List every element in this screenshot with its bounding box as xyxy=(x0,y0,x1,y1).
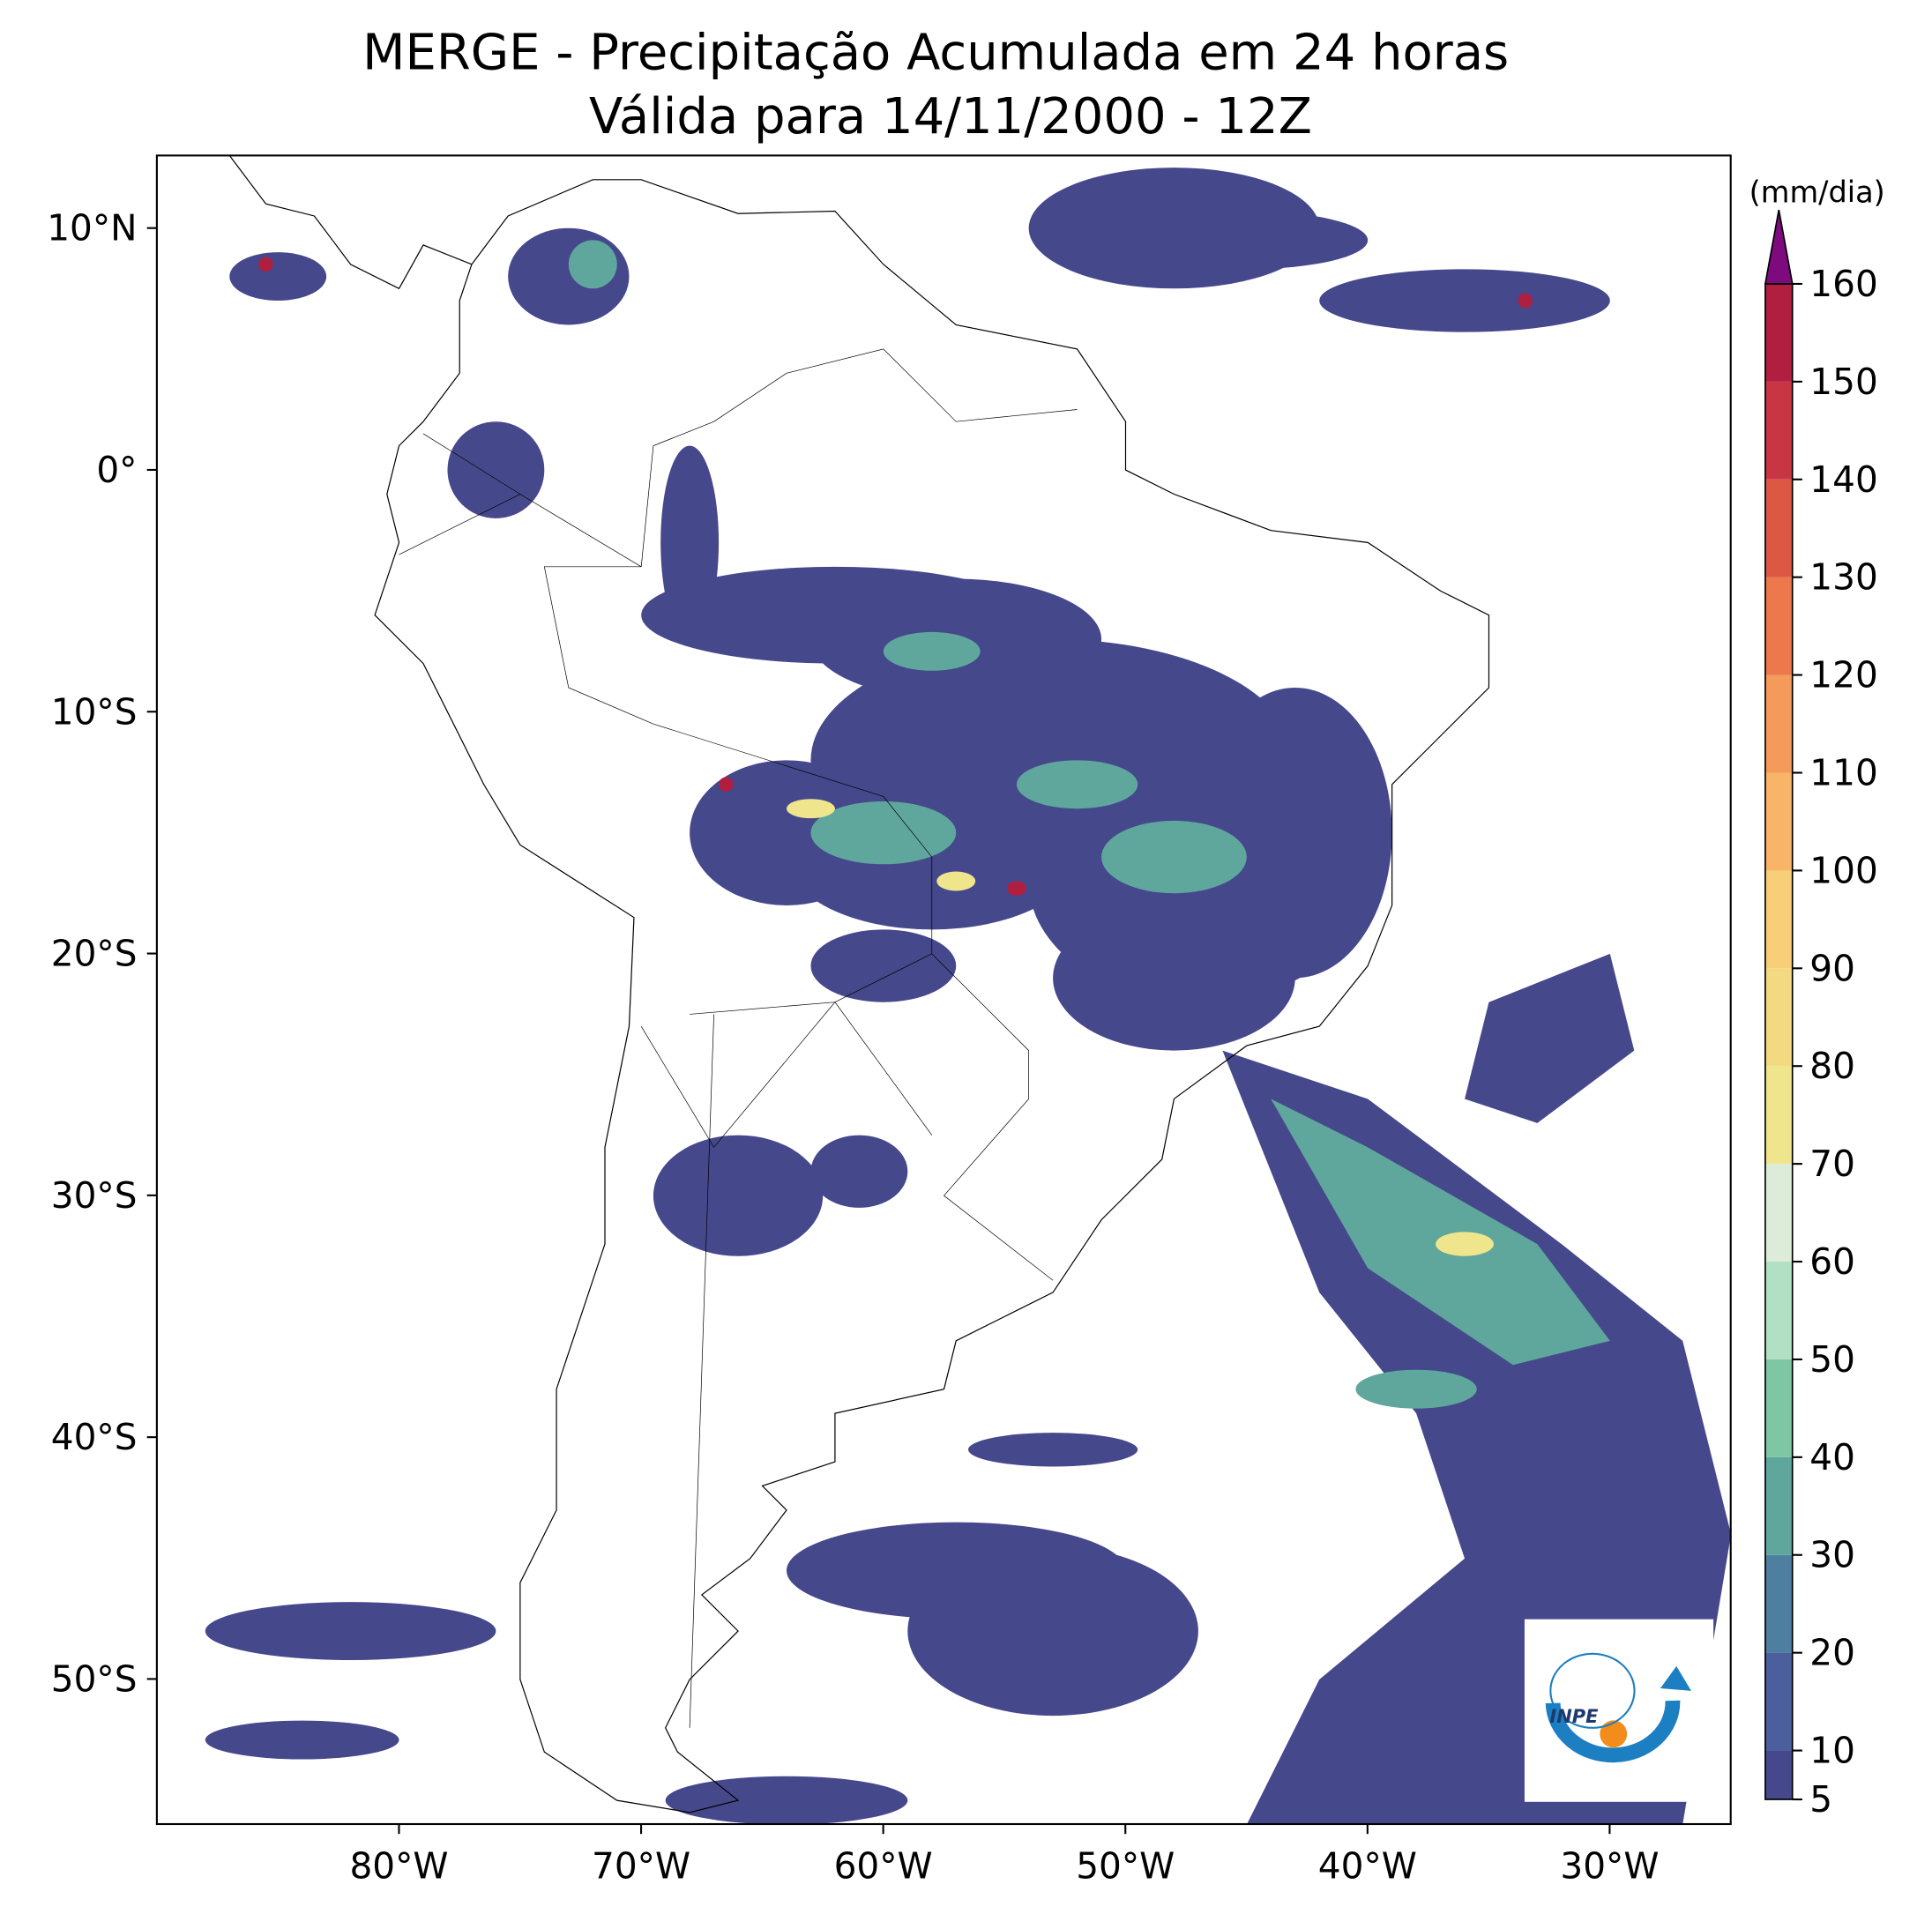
x-tick-label: 30°W xyxy=(1560,1845,1659,1888)
y-tick-label: 40°S xyxy=(51,1416,138,1458)
colorbar-tick-label: 130 xyxy=(1809,556,1877,599)
x-tick-label: 40°W xyxy=(1318,1845,1417,1888)
y-tick-label: 20°S xyxy=(51,933,138,975)
colorbar-tick-label: 90 xyxy=(1809,947,1855,989)
colorbar-tick-label: 50 xyxy=(1809,1338,1855,1381)
y-tick-label: 30°S xyxy=(51,1174,138,1217)
map-frame xyxy=(155,154,1732,1826)
colorbar-segment xyxy=(1764,1359,1793,1457)
colorbar-segment xyxy=(1764,1066,1793,1165)
colorbar-segment xyxy=(1764,674,1793,773)
colorbar-segment xyxy=(1764,381,1793,480)
x-tick-label: 70°W xyxy=(592,1845,690,1888)
colorbar-segment xyxy=(1764,1164,1793,1262)
precipitation-heavy xyxy=(786,799,1494,1256)
logo-swoosh xyxy=(1545,1700,1681,1763)
colorbar-tick-label: 60 xyxy=(1809,1240,1855,1283)
coastline xyxy=(229,155,1488,1812)
colorbar-tick-label: 70 xyxy=(1809,1143,1855,1185)
colorbar-segment xyxy=(1764,1652,1793,1751)
colorbar-tick-label: 30 xyxy=(1809,1534,1855,1576)
x-tick-label: 50°W xyxy=(1076,1845,1175,1888)
colorbar-segment xyxy=(1764,283,1793,382)
precipitation-moderate xyxy=(568,240,1610,1409)
logo-arrow xyxy=(1660,1665,1691,1691)
colorbar-tick-label: 80 xyxy=(1809,1045,1855,1087)
colorbar-frame xyxy=(1764,283,1794,1800)
y-tick-label: 50°S xyxy=(51,1657,138,1700)
map-layers xyxy=(205,155,1731,1825)
logo-text: INPE xyxy=(1549,1706,1599,1727)
colorbar-segment xyxy=(1764,1750,1793,1800)
colorbar-tick-label: 160 xyxy=(1809,263,1877,305)
y-tick-label: 10°N xyxy=(47,207,137,249)
map-subtitle: Válida para 14/11/2000 - 12Z xyxy=(589,88,1312,145)
colorbar-segment xyxy=(1764,772,1793,871)
colorbar-segment xyxy=(1764,870,1793,969)
colorbar-tick-label: 10 xyxy=(1809,1730,1855,1772)
colorbar-segment xyxy=(1764,1262,1793,1359)
borders xyxy=(399,349,1078,1728)
colorbar-segment xyxy=(1764,479,1793,577)
colorbar-tick-label: 140 xyxy=(1809,458,1877,501)
map-title: MERGE - Precipitação Acumulada em 24 hor… xyxy=(362,24,1509,81)
colorbar-tick-label: 40 xyxy=(1809,1436,1855,1478)
colorbar-tick-label: 5 xyxy=(1809,1778,1832,1821)
colorbar-tick-label: 150 xyxy=(1809,361,1877,403)
colorbar-segment xyxy=(1764,1554,1793,1653)
map-area xyxy=(205,155,1731,1825)
colorbar-segment xyxy=(1764,577,1793,675)
colorbar-tick-label: 20 xyxy=(1809,1632,1855,1674)
colorbar-tick-label: 120 xyxy=(1809,654,1877,696)
precipitation-extreme xyxy=(258,257,1533,896)
logo-orbit xyxy=(1549,1652,1636,1729)
logo: INPE xyxy=(1524,1619,1714,1802)
colorbar-segment xyxy=(1764,968,1793,1067)
x-tick-label: 80°W xyxy=(349,1845,448,1888)
y-tick-label: 0° xyxy=(96,449,137,491)
x-tick-label: 60°W xyxy=(834,1845,933,1888)
logo-dot xyxy=(1600,1720,1628,1748)
colorbar-tick-label: 100 xyxy=(1809,849,1877,891)
colorbar-segment xyxy=(1764,1456,1793,1555)
colorbar-label: (mm/dia) xyxy=(1749,175,1885,210)
colorbar-tick-label: 110 xyxy=(1809,751,1877,793)
y-tick-label: 10°S xyxy=(51,690,138,733)
